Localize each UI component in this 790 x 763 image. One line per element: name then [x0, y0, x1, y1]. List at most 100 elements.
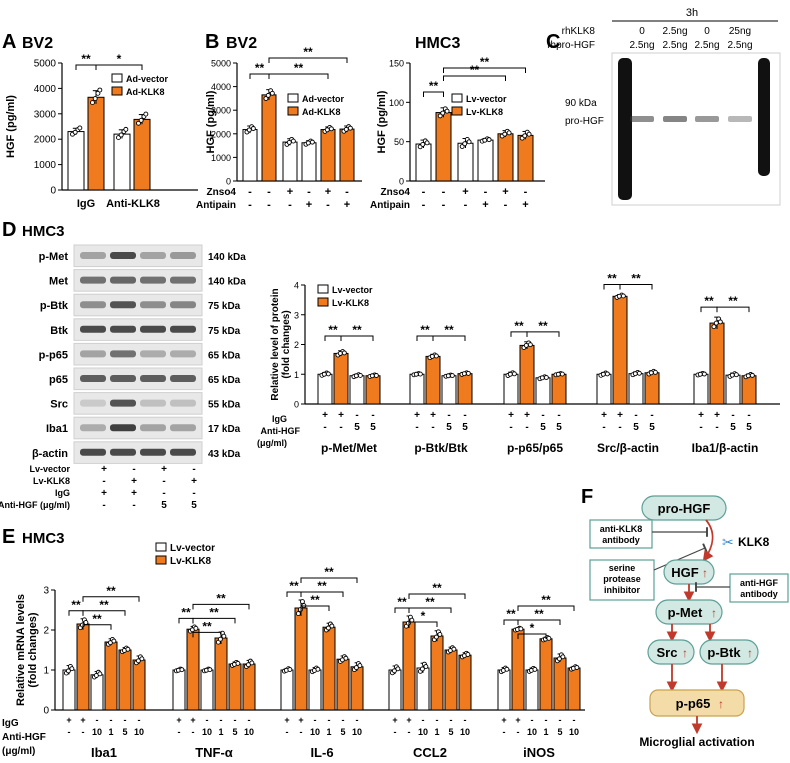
chart-d-treat-value: - [525, 422, 528, 433]
chart-e-bar-point [83, 619, 89, 625]
chart-e-bar-point [97, 671, 103, 677]
chart-e-bar-point [139, 656, 145, 662]
chart-e-group-label: Iba1 [91, 745, 117, 760]
chart-d-bracket [526, 331, 560, 337]
chart-e-bar-point [125, 646, 131, 652]
box-anti-klk8-l1: anti-KLK8 [600, 524, 643, 534]
blot-band [140, 276, 166, 284]
panel-d-treat-value: - [162, 488, 165, 499]
blot-label: p-p65 [39, 349, 68, 361]
chart-e-bar [280, 669, 294, 711]
blot-band [170, 325, 196, 333]
chart-d-bar-point [507, 371, 513, 377]
chart-e-bar [497, 669, 511, 711]
chart-e-treat-value: 5 [340, 727, 345, 737]
panel-d-treat-value: + [191, 476, 197, 487]
panel-a-letter: A [2, 31, 16, 53]
chart-e-sig-label: ** [181, 605, 191, 619]
chartB1-treat-value: - [267, 199, 271, 211]
chart-e-bracket [408, 593, 466, 599]
chart-e-treat-value: + [501, 715, 506, 725]
chart-e-treat-value: - [545, 715, 548, 725]
blot-band [140, 448, 166, 456]
chartB1-treat-value: + [306, 199, 312, 211]
chart-e-bar [322, 626, 336, 711]
chartB1-bar-point [250, 126, 256, 131]
chart-e-bar-point [135, 658, 141, 664]
inhibit-line-serine [653, 543, 708, 571]
chartB2-bar-point [424, 140, 430, 146]
blot-band [140, 424, 166, 432]
chartB1-treat-value: + [344, 199, 350, 211]
panel-d-treat-value: - [102, 500, 105, 511]
chart-e-sig-label: ** [317, 579, 327, 593]
chart-e-sig-label: ** [324, 565, 334, 579]
chart-d-bar [612, 295, 628, 405]
chartB1-bar-point [343, 126, 349, 132]
panel-c-ladder-left [618, 58, 632, 200]
chartB1-sig-label: ** [255, 61, 265, 75]
chartB2-bar-point [420, 141, 426, 147]
chartB2-bar [415, 143, 432, 182]
chart-e-treat-value: - [342, 715, 345, 725]
chartB2-bar [517, 134, 534, 182]
chart-d-treat-value: 5 [354, 422, 360, 433]
chart-e-sig-label: ** [534, 607, 544, 621]
node-hgf-label: HGF [671, 565, 699, 580]
chart-d-bracket [432, 335, 466, 341]
box-serine-l3: inhibitor [604, 585, 640, 595]
chart-d-treat-value: + [601, 410, 607, 421]
chart-d-bar-point [713, 320, 719, 326]
panel-c-blot [611, 52, 781, 206]
chartB1-treat-value: + [325, 186, 331, 198]
blot-band [170, 448, 196, 456]
chart-e-treat-value: + [392, 715, 397, 725]
chart-e-bracket [408, 621, 438, 627]
chart-e-treat-value: - [110, 715, 113, 725]
chart-d-treat-value: 5 [746, 422, 752, 433]
panel-c-letter: C [546, 31, 560, 53]
chartB1-legend-label: Ad-vector [302, 94, 345, 104]
chart-e-bar-point [207, 667, 213, 673]
blot-strip-Btk [73, 318, 203, 341]
chart-e-bar [104, 641, 118, 711]
panel-c-band [630, 116, 654, 122]
chart-e-bar-point [315, 666, 321, 672]
chart-e-treat-value: + [176, 715, 181, 725]
blot-band [110, 424, 136, 432]
panel-c-prohgf-value: 2.5ng [662, 40, 687, 51]
chart-e-y-tick-label: 3 [43, 586, 49, 597]
chart-e-sig-label: ** [397, 595, 407, 609]
chartB2-y-tick-label: 100 [389, 98, 404, 108]
blot-kda: 55 kDa [208, 400, 241, 411]
chart-e-bar-point [518, 626, 524, 632]
chart-e-treat-value: - [408, 727, 411, 737]
chart-d-bar-point [616, 293, 622, 299]
chart-e-bar-point [556, 656, 562, 662]
chart-e-sig-label: ** [99, 598, 109, 612]
node-src [647, 639, 695, 665]
panel-d-treat-value: - [162, 476, 165, 487]
chartB1-bar-point [305, 140, 311, 146]
chart-e-bar [458, 654, 472, 711]
panel-d-treat-value: 5 [191, 500, 197, 511]
chart-d-bar-point [413, 371, 419, 377]
chart-d-treat-value: - [463, 410, 466, 421]
chart-d-treat-value: 5 [556, 422, 562, 433]
blot-band [80, 252, 106, 259]
node-src-label: Src [657, 645, 678, 660]
chartB2-y-tick-label: 150 [389, 59, 404, 69]
panel-c-rhklk8-value: 2.5ng [662, 26, 687, 37]
panel-c-rhklk8-value: 0 [704, 26, 710, 37]
chart-d-treat-value: 5 [446, 422, 452, 433]
chart-d-sig-label: ** [420, 323, 430, 337]
chart-e-bar [90, 674, 104, 711]
chartB2-legend-swatch [451, 106, 463, 116]
chart-e-treat-value: 1 [326, 727, 331, 737]
chart-d-bar-point [543, 375, 549, 380]
chart-d-bar-point [353, 373, 359, 379]
chart-e-sig-label: ** [216, 591, 226, 605]
chartB2-treat-value: - [422, 199, 426, 211]
chart-d-bar-point [373, 373, 379, 378]
chartB1-bar-point [290, 138, 296, 144]
